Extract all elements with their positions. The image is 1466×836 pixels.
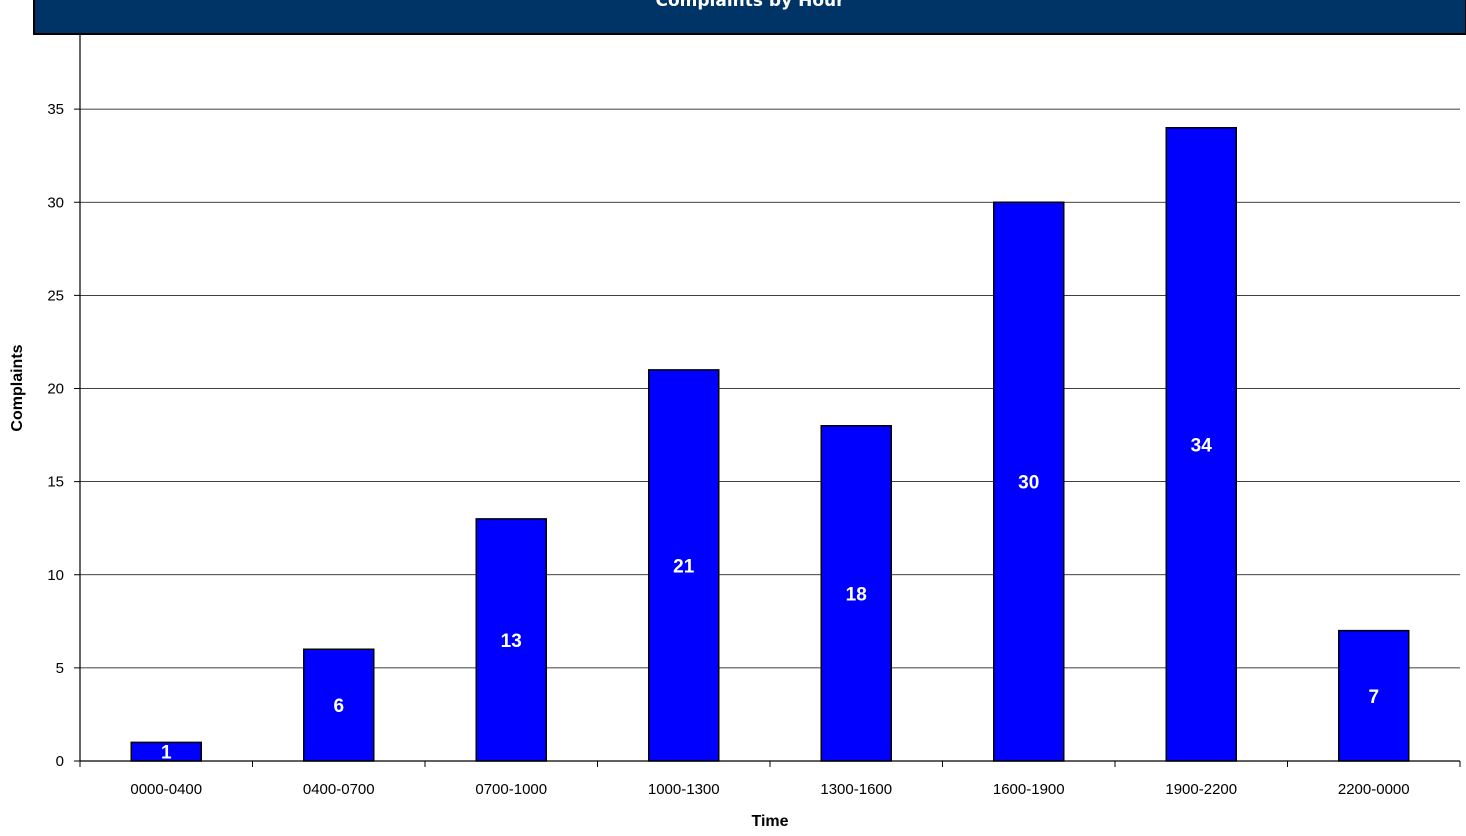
x-tick-label: 1300-1600 bbox=[820, 781, 892, 798]
y-tick-label: 5 bbox=[56, 660, 64, 677]
bar-data-label: 6 bbox=[333, 696, 344, 717]
bar bbox=[303, 648, 375, 762]
bar bbox=[475, 518, 547, 762]
x-tick-label: 2200-0000 bbox=[1338, 781, 1410, 798]
y-tick-label: 0 bbox=[56, 753, 64, 770]
x-tick-label: 1900-2200 bbox=[1165, 781, 1237, 798]
bar-data-label: 21 bbox=[673, 556, 695, 577]
x-tick-label: 1600-1900 bbox=[993, 781, 1065, 798]
bar-data-label: 1 bbox=[161, 743, 172, 764]
bar-data-label: 18 bbox=[846, 584, 867, 605]
y-tick-label: 10 bbox=[47, 567, 64, 584]
y-tick-labels: 0510152025303540 bbox=[47, 8, 64, 770]
y-tick-label: 35 bbox=[47, 101, 64, 118]
bar bbox=[993, 201, 1065, 762]
bar bbox=[648, 369, 720, 762]
y-tick-label: 25 bbox=[47, 287, 64, 304]
bar bbox=[1338, 629, 1410, 762]
bar-data-label: 30 bbox=[1018, 473, 1039, 494]
bar bbox=[820, 425, 892, 762]
y-tick-label: 30 bbox=[47, 194, 64, 211]
x-tick-label: 0700-1000 bbox=[475, 781, 547, 798]
axes bbox=[74, 15, 1461, 767]
y-tick-label: 15 bbox=[47, 474, 64, 491]
title-background bbox=[33, 0, 1466, 35]
y-axis-title: Complaints bbox=[9, 344, 26, 431]
x-axis-title: Time bbox=[751, 813, 788, 830]
bar-data-label: 34 bbox=[1191, 435, 1213, 456]
y-tick-label: 20 bbox=[47, 381, 64, 398]
x-tick-label: 0000-0400 bbox=[130, 781, 202, 798]
chart-title: Complaints by Hour bbox=[656, 0, 846, 11]
x-tick-label: 1000-1300 bbox=[648, 781, 720, 798]
bar-data-labels: 1 6 13 21 18 30 34 7 bbox=[161, 435, 1379, 763]
x-tick-label: 0400-0700 bbox=[303, 781, 375, 798]
bar bbox=[1165, 127, 1237, 762]
gridlines bbox=[80, 15, 1460, 669]
title-band: Complaints by Hour bbox=[33, 0, 1466, 35]
x-tick-labels: 0000-0400 0400-0700 0700-1000 1000-1300 1300… bbox=[130, 781, 1409, 798]
bar-data-label: 13 bbox=[501, 631, 522, 652]
bar-data-label: 7 bbox=[1368, 687, 1379, 708]
bars bbox=[130, 127, 1410, 762]
